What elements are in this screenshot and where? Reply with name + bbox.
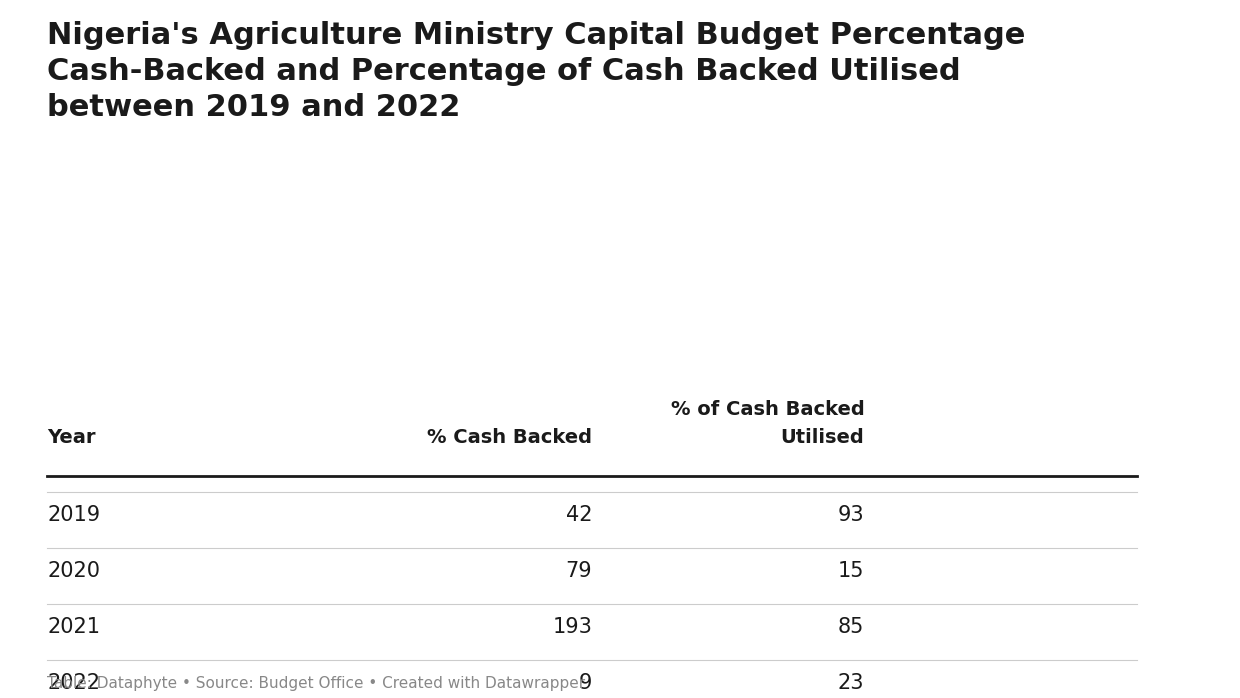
Text: Table: Dataphyte • Source: Budget Office • Created with Datawrapper: Table: Dataphyte • Source: Budget Office… <box>47 676 585 691</box>
Text: 79: 79 <box>565 561 591 581</box>
Text: Nigeria's Agriculture Ministry Capital Budget Percentage
Cash-Backed and Percent: Nigeria's Agriculture Ministry Capital B… <box>47 21 1025 121</box>
Text: 2022: 2022 <box>47 673 100 692</box>
Text: 2020: 2020 <box>47 561 100 581</box>
Text: Year: Year <box>47 428 95 447</box>
Text: 15: 15 <box>838 561 864 581</box>
Text: Utilised: Utilised <box>781 428 864 447</box>
Text: 2019: 2019 <box>47 505 100 525</box>
Text: 193: 193 <box>552 617 591 637</box>
Text: % Cash Backed: % Cash Backed <box>427 428 591 447</box>
Text: 85: 85 <box>838 617 864 637</box>
Text: 2021: 2021 <box>47 617 100 637</box>
Text: 23: 23 <box>838 673 864 692</box>
Text: 42: 42 <box>565 505 591 525</box>
Text: 9: 9 <box>579 673 591 692</box>
Text: % of Cash Backed: % of Cash Backed <box>671 400 864 419</box>
Text: 93: 93 <box>838 505 864 525</box>
